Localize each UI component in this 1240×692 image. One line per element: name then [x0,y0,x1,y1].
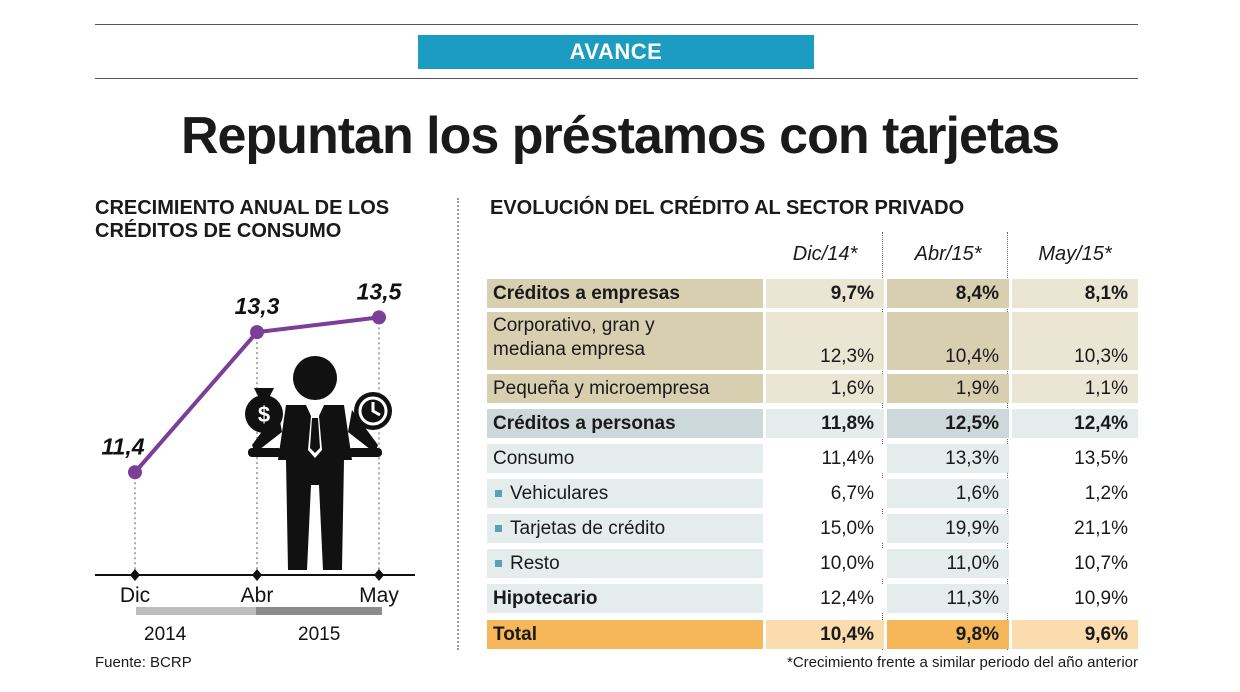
second-rule [95,78,1138,79]
value-cell: 8,1% [1012,279,1138,308]
year-label-2015: 2015 [298,624,340,645]
value-cell: 1,1% [1012,374,1138,403]
row-label: Créditos a personas [487,409,763,438]
row-label: Tarjetas de crédito [510,517,666,539]
x-tick-label: May [359,584,399,607]
row-label: Vehiculares [510,482,609,504]
value-cell: 19,9% [887,514,1009,543]
headline: Repuntan los préstamos con tarjetas [180,107,1060,165]
data-label: 11,4 [101,433,144,459]
section-badge: AVANCE [418,35,814,69]
value-cell: 6,7% [766,479,884,508]
value-cell: 12,5% [887,409,1009,438]
table-row: Vehiculares 6,7% 1,6% 1,2% [487,479,1138,508]
value-cell: 1,6% [766,374,884,403]
value-cell: 9,6% [1012,620,1138,649]
value-cell: 11,8% [766,409,884,438]
table-row: Resto 10,0% 11,0% 10,7% [487,549,1138,578]
col-head-dic14: Dic/14* [792,243,858,265]
value-cell: 9,7% [766,279,884,308]
table-row: Créditos a empresas 9,7% 8,4% 8,1% [487,279,1138,308]
x-tick [130,569,140,581]
x-tick [252,569,262,581]
column-divider [457,198,459,650]
col-head-abr15: Abr/15* [914,243,982,265]
row-label: Resto [510,552,560,574]
clock-icon [354,392,392,430]
value-cell: 11,0% [887,549,1009,578]
value-cell: 1,2% [1012,479,1138,508]
value-cell: 10,7% [1012,549,1138,578]
value-cell: 10,4% [887,312,1009,370]
table-row: Tarjetas de crédito 15,0% 19,9% 21,1% [487,514,1138,543]
bullet-icon [495,525,502,532]
row-label-cell: Resto [487,549,763,578]
svg-text:$: $ [258,402,270,427]
row-label-cell: Tarjetas de crédito [487,514,763,543]
col-head-may15: May/15* [1038,243,1112,265]
consumer-credit-line-chart: $ 11,4 Dic 13,3 Abr 13,5 May 2014 2015 [95,278,415,645]
year-label-2014: 2014 [144,624,187,645]
line-chart-title: CRECIMIENTO ANUAL DE LOS CRÉDITOS DE CON… [95,197,390,242]
value-cell: 11,4% [766,444,884,473]
row-label: Hipotecario [487,584,763,613]
col-divider [882,232,883,650]
row-label: Pequeña y microempresa [487,374,763,403]
value-cell: 13,3% [887,444,1009,473]
value-cell: 8,4% [887,279,1009,308]
footnote: *Crecimiento frente a similar periodo de… [786,654,1138,671]
table-title: EVOLUCIÓN DEL CRÉDITO AL SECTOR PRIVADO [490,197,965,219]
row-label: Corporativo, gran y mediana empresa [487,312,763,370]
data-label: 13,3 [235,293,280,319]
value-cell: 1,6% [887,479,1009,508]
bullet-icon [495,560,502,567]
x-tick-label: Abr [241,584,274,607]
row-label: Créditos a empresas [487,279,763,308]
bullet-icon [495,490,502,497]
year-bar-2014 [136,607,256,615]
row-label-cell: Vehiculares [487,479,763,508]
value-cell: 13,5% [1012,444,1138,473]
data-point [128,465,142,480]
row-label: Consumo [487,444,763,473]
value-cell: 9,8% [887,620,1009,649]
value-cell: 21,1% [1012,514,1138,543]
value-cell: 15,0% [766,514,884,543]
data-point [250,325,264,340]
value-cell: 12,4% [766,584,884,613]
value-cell: 10,3% [1012,312,1138,370]
col-divider [1007,232,1008,650]
value-cell: 10,4% [766,620,884,649]
value-cell: 1,9% [887,374,1009,403]
value-cell: 12,3% [766,312,884,370]
table-row: Corporativo, gran y mediana empresa 12,3… [487,312,1138,370]
data-label: 13,5 [357,278,403,304]
table-row: Consumo 11,4% 13,3% 13,5% [487,444,1138,473]
top-rule [95,24,1138,25]
table-row: Créditos a personas 11,8% 12,5% 12,4% [487,409,1138,438]
value-cell: 12,4% [1012,409,1138,438]
value-cell: 10,9% [1012,584,1138,613]
year-bar-2015 [256,607,382,615]
table-row: Hipotecario 12,4% 11,3% 10,9% [487,584,1138,613]
businessman-icon [248,356,382,570]
x-tick [374,569,384,581]
money-bag-icon: $ [245,388,283,433]
row-label: Total [487,620,763,649]
data-point [372,310,386,325]
table-row: Pequeña y microempresa 1,6% 1,9% 1,1% [487,374,1138,403]
table-row-total: Total 10,4% 9,8% 9,6% [487,620,1138,649]
source-note: Fuente: BCRP [95,654,192,671]
value-cell: 11,3% [887,584,1009,613]
value-cell: 10,0% [766,549,884,578]
x-tick-label: Dic [120,584,150,607]
